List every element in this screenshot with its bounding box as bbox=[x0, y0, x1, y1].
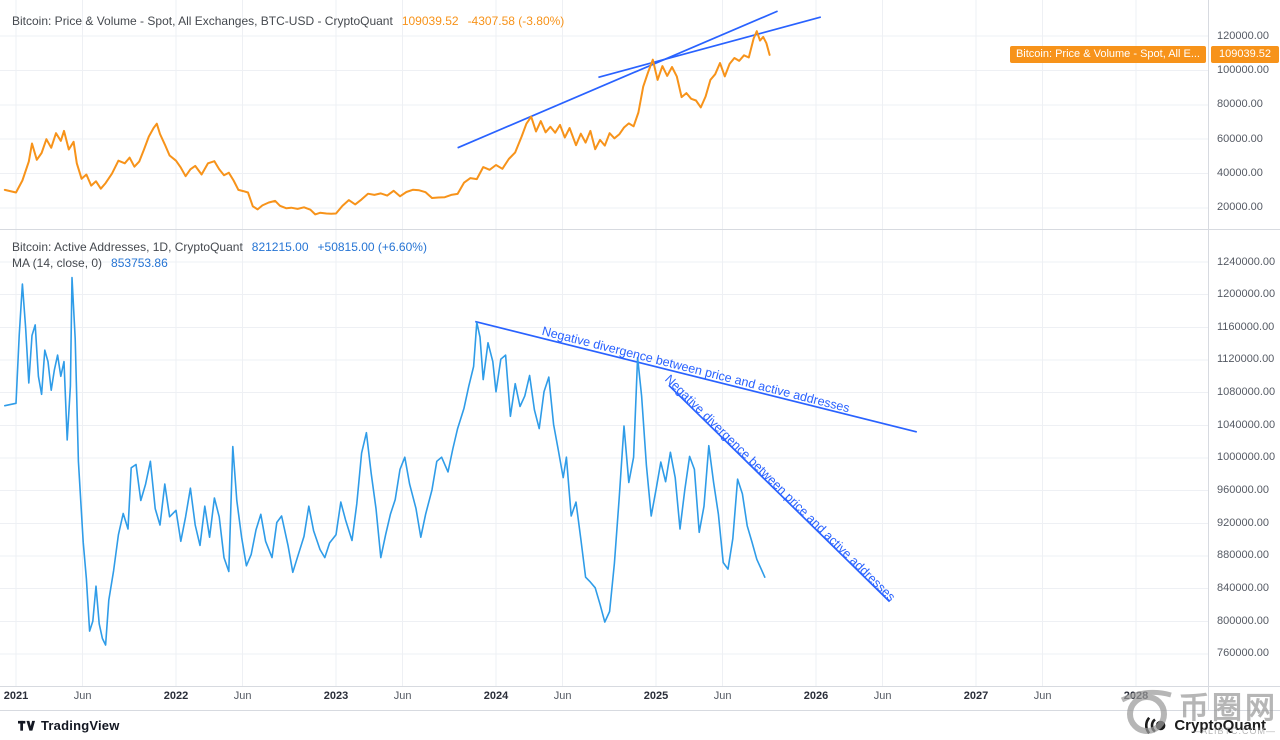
x-axis-tick: 2026 bbox=[803, 690, 829, 702]
x-axis-tick: 2023 bbox=[323, 690, 349, 702]
x-axis-tick: 2021 bbox=[3, 690, 29, 702]
y-axis-tick: 80000.00 bbox=[1217, 98, 1263, 111]
y-axis-tick: 20000.00 bbox=[1217, 201, 1263, 214]
x-axis-tick: Jun bbox=[713, 690, 732, 702]
time-scale-axis[interactable]: 2021 Jun 2022 Jun 2023 Jun 2024 Jun 2025 Jun 2026 J… bbox=[0, 687, 1208, 710]
y-axis-tick: 920000.00 bbox=[1217, 516, 1269, 529]
tradingview-logo[interactable]: TradingView bbox=[18, 718, 120, 733]
y-axis-tick: 1240000.00 bbox=[1217, 255, 1276, 268]
cryptoquant-label: CryptoQuant bbox=[1174, 717, 1266, 734]
x-axis-tick: Jun bbox=[1033, 690, 1052, 702]
x-axis-tick: 2025 bbox=[643, 690, 669, 702]
addresses-legend-value: 821215.00 bbox=[251, 240, 309, 254]
y-axis-tick: 100000.00 bbox=[1217, 63, 1269, 76]
x-axis-tick: 2027 bbox=[963, 690, 989, 702]
y-axis-tick: 1000000.00 bbox=[1217, 451, 1276, 464]
addresses-legend-change: +50815.00 (+6.60%) bbox=[317, 240, 427, 254]
addresses-legend-title[interactable]: Bitcoin: Active Addresses, 1D, CryptoQua… bbox=[12, 240, 243, 254]
x-axis-tick: 2022 bbox=[163, 690, 189, 702]
x-axis-tick: 2028 bbox=[1123, 690, 1149, 702]
y-axis-tick: 840000.00 bbox=[1217, 582, 1269, 595]
y-axis-tick: 760000.00 bbox=[1217, 647, 1269, 660]
x-axis-tick: Jun bbox=[873, 690, 892, 702]
price-panel-legend: Bitcoin: Price & Volume - Spot, All Exch… bbox=[12, 14, 564, 28]
y-axis-tick: 60000.00 bbox=[1217, 132, 1263, 145]
price-legend-value: 109039.52 bbox=[401, 14, 459, 28]
x-axis-tick: 2024 bbox=[483, 690, 509, 702]
price-legend-change: -4307.58 (-3.80%) bbox=[467, 14, 565, 28]
x-axis-tick: Jun bbox=[393, 690, 412, 702]
price-axis-value-tag: 109039.52 bbox=[1211, 46, 1279, 64]
cryptoquant-logo[interactable]: CryptoQuant bbox=[1145, 717, 1266, 734]
x-axis-tick: Jun bbox=[233, 690, 252, 702]
y-axis-tick: 40000.00 bbox=[1217, 167, 1263, 180]
y-axis-tick: 960000.00 bbox=[1217, 484, 1269, 497]
y-axis-tick: 880000.00 bbox=[1217, 549, 1269, 562]
y-axis-tick: 1200000.00 bbox=[1217, 288, 1276, 301]
cryptoquant-icon bbox=[1145, 717, 1166, 734]
price-legend-title[interactable]: Bitcoin: Price & Volume - Spot, All Exch… bbox=[12, 14, 393, 28]
price-scale-axis[interactable]: 20000.00 40000.00 60000.00 80000.00 100000.0… bbox=[1209, 0, 1280, 710]
x-axis-tick: Jun bbox=[553, 690, 572, 702]
price-series-floating-label[interactable]: Bitcoin: Price & Volume - Spot, All E... bbox=[1009, 46, 1206, 64]
y-axis-tick: 800000.00 bbox=[1217, 614, 1269, 627]
addresses-panel-legend: Bitcoin: Active Addresses, 1D, CryptoQua… bbox=[12, 240, 427, 254]
tradingview-icon bbox=[18, 720, 35, 731]
y-axis-tick: 1160000.00 bbox=[1217, 320, 1275, 333]
y-axis-tick: 1080000.00 bbox=[1217, 386, 1276, 399]
x-axis-tick: Jun bbox=[73, 690, 92, 702]
ma-legend-value: 853753.86 bbox=[111, 256, 168, 270]
tradingview-label: TradingView bbox=[41, 718, 120, 733]
y-axis-tick: 120000.00 bbox=[1217, 29, 1269, 42]
bottom-toolbar: TradingView CryptoQuant bbox=[0, 711, 1280, 740]
ma-legend-title[interactable]: MA (14, close, 0) bbox=[12, 256, 103, 270]
y-axis-tick: 1120000.00 bbox=[1217, 353, 1275, 366]
ma-legend: MA (14, close, 0) 853753.86 bbox=[12, 256, 168, 270]
y-axis-tick: 1040000.00 bbox=[1217, 418, 1276, 431]
